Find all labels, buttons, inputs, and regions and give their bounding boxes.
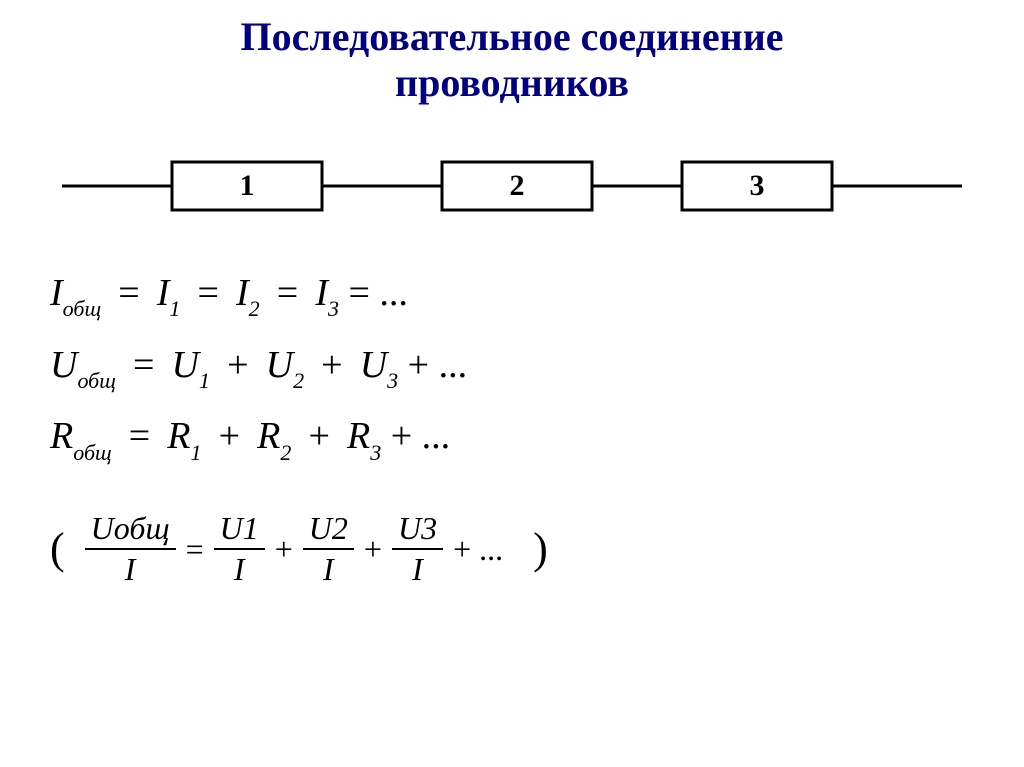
circuit-svg: 1 2 3 bbox=[62, 146, 962, 226]
formula-block: Iобщ = I1 = I2 = I3 = ... Uобщ = U1 + U2… bbox=[50, 274, 1024, 461]
resistor-label: 3 bbox=[750, 169, 765, 202]
resistor-label: 1 bbox=[240, 169, 255, 202]
formula-voltage: Uобщ = U1 + U2 + U3 + ... bbox=[50, 346, 1024, 390]
formula-resistance: Rобщ = R1 + R2 + R3 + ... bbox=[50, 417, 1024, 461]
title-line-1: Последовательное соединение bbox=[240, 14, 783, 59]
title-line-2: проводников bbox=[395, 60, 629, 105]
resistor-label: 2 bbox=[510, 169, 525, 202]
page-title: Последовательное соединение проводников bbox=[0, 0, 1024, 106]
formula-fraction: (UобщI=U1I+U2I+U3I + ...) bbox=[50, 511, 1024, 587]
formula-current: Iобщ = I1 = I2 = I3 = ... bbox=[50, 274, 1024, 318]
page: Последовательное соединение проводников … bbox=[0, 0, 1024, 767]
series-circuit-diagram: 1 2 3 bbox=[0, 146, 1024, 226]
